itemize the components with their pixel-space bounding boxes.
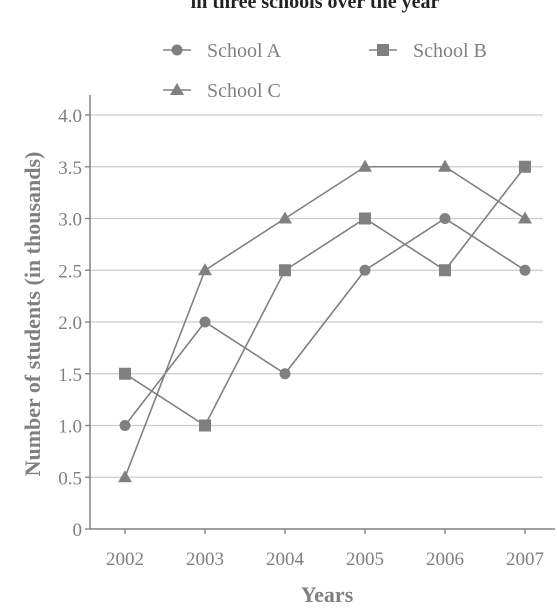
legend-marker	[171, 44, 183, 56]
y-tick-label: 1.0	[58, 417, 82, 438]
y-tick-label: 1.5	[58, 365, 82, 386]
x-tick-labels: 2002 2003 2004 2005 2006 2007	[106, 549, 544, 570]
data-point-school-a	[359, 264, 371, 276]
data-point-school-b	[119, 367, 131, 380]
series-group	[118, 159, 532, 483]
x-tick-label: 2006	[426, 549, 464, 570]
y-tick-label: 0.5	[58, 468, 82, 489]
series-line-school-a	[124, 217, 526, 426]
data-point-school-a	[279, 368, 291, 380]
y-tick-labels: 0 0.5 1.0 1.5 2.0 2.5 3.0 3.5 4.0	[58, 106, 82, 541]
data-point-school-a	[199, 316, 211, 328]
legend-marker	[377, 44, 389, 56]
data-point-school-c	[518, 211, 532, 224]
series-school-a	[119, 213, 531, 431]
y-tick-label: 2.0	[58, 313, 82, 334]
legend-marker	[170, 83, 184, 95]
legend-item-school-a: School A	[163, 40, 281, 62]
legend-item-school-b: School B	[369, 40, 487, 62]
gridlines	[90, 114, 543, 478]
legend: School A School B School C	[163, 40, 487, 102]
x-tick-label: 2002	[106, 549, 144, 570]
y-tick-label: 4.0	[58, 106, 82, 127]
axes	[85, 95, 555, 534]
data-point-school-c	[118, 470, 132, 483]
x-tick-label: 2007	[506, 549, 544, 570]
y-tick-label: 3.0	[58, 210, 82, 231]
legend-label: School A	[207, 40, 281, 62]
x-tick-label: 2003	[186, 549, 224, 570]
y-axis-title: Number of students (in thousands)	[20, 152, 45, 477]
data-point-school-a	[439, 213, 451, 224]
chart-title: in three schools over the year	[191, 0, 440, 13]
legend-item-school-c: School C	[163, 80, 281, 102]
x-tick-label: 2004	[266, 549, 305, 570]
data-point-school-b	[519, 160, 531, 173]
data-point-school-b	[199, 419, 211, 432]
data-point-school-c	[438, 159, 452, 172]
data-point-school-a	[119, 420, 131, 431]
x-axis-title: Years	[301, 582, 354, 607]
data-point-school-a	[519, 264, 531, 276]
legend-label: School B	[413, 40, 487, 62]
series-line-school-c	[124, 165, 526, 478]
data-point-school-b	[439, 264, 451, 277]
data-point-school-b	[279, 264, 291, 277]
legend-label: School C	[207, 80, 281, 102]
y-tick-label: 3.5	[58, 158, 82, 179]
series-school-b	[119, 160, 531, 432]
data-point-school-c	[198, 263, 212, 276]
series-line-school-b	[124, 166, 526, 427]
data-point-school-c	[278, 211, 292, 224]
x-tick-label: 2005	[346, 549, 384, 570]
y-tick-label: 0	[73, 520, 83, 541]
data-point-school-c	[358, 159, 372, 172]
series-school-c	[118, 159, 532, 483]
data-point-school-b	[359, 212, 371, 225]
y-tick-label: 2.5	[58, 261, 82, 282]
